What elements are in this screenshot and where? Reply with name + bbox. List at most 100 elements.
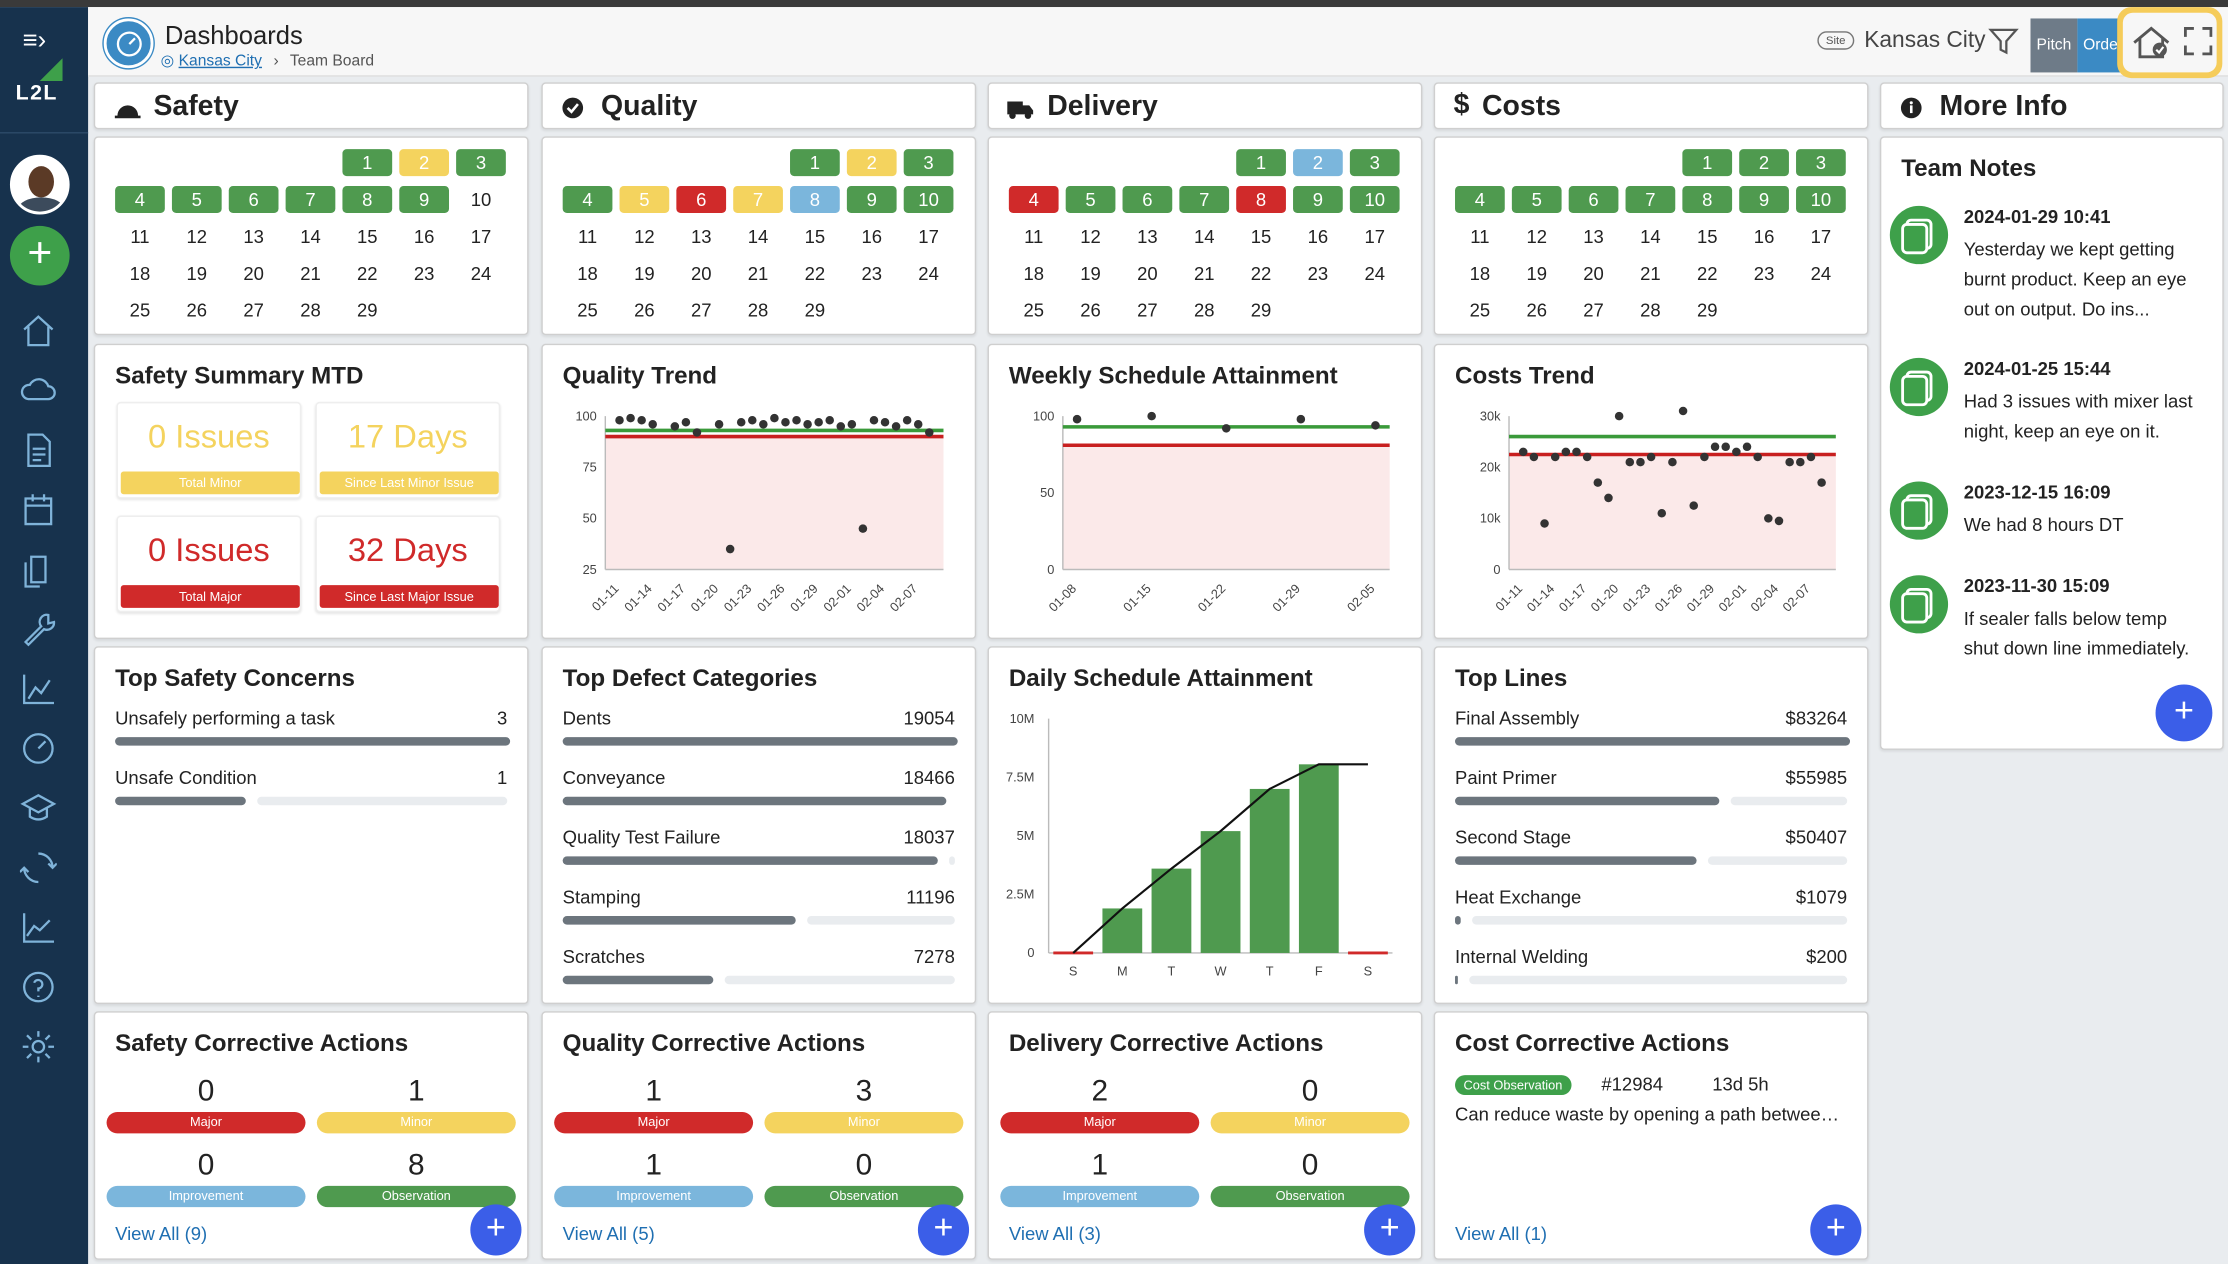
- calendar-day[interactable]: 13: [690, 225, 712, 248]
- calendar-day[interactable]: 28: [1193, 299, 1215, 321]
- calendar-day[interactable]: 26: [634, 299, 655, 321]
- calendar-day[interactable]: 20: [1583, 262, 1604, 285]
- view-all-link[interactable]: View All (9): [115, 1222, 208, 1245]
- calendar-day[interactable]: 27: [690, 299, 712, 321]
- create-button[interactable]: +: [9, 225, 70, 286]
- calendar-day[interactable]: 3: [456, 149, 506, 177]
- list-item[interactable]: Quality Test Failure 18037: [562, 827, 955, 870]
- calendar-day[interactable]: 1: [1236, 149, 1286, 177]
- list-item[interactable]: Scratches 7278: [562, 946, 955, 989]
- calendar-day[interactable]: 16: [413, 225, 435, 248]
- category-header-quality[interactable]: Quality: [541, 82, 977, 130]
- calendar-day[interactable]: 19: [1526, 262, 1548, 285]
- calendar-day[interactable]: 3: [1349, 149, 1400, 177]
- calendar-day[interactable]: 26: [1080, 299, 1101, 321]
- calendar-day[interactable]: 20: [243, 262, 264, 285]
- home-button[interactable]: [2117, 7, 2223, 79]
- add-note-button[interactable]: +: [2155, 684, 2213, 742]
- calendar-day[interactable]: 2: [1739, 149, 1789, 177]
- calendar-day[interactable]: 25: [1469, 299, 1491, 321]
- calendar-day[interactable]: 23: [413, 262, 435, 285]
- list-item[interactable]: Heat Exchange $1079: [1455, 886, 1848, 929]
- calendar-day[interactable]: 10: [470, 188, 492, 211]
- calendar-day[interactable]: 7: [1625, 186, 1676, 214]
- calendar-day[interactable]: 9: [1293, 186, 1343, 214]
- calendar-day[interactable]: 11: [130, 225, 150, 248]
- calendar-day[interactable]: 1: [790, 149, 840, 177]
- minor-label[interactable]: Minor: [1210, 1112, 1410, 1134]
- improvement-count[interactable]: 1: [645, 1148, 662, 1182]
- calendar-day[interactable]: 11: [1024, 225, 1044, 248]
- calendar-day[interactable]: 7: [285, 186, 336, 214]
- note-item[interactable]: 2023-11-30 15:09 If sealer falls below te…: [1884, 575, 2211, 689]
- gauge-icon[interactable]: [20, 730, 60, 770]
- action-description[interactable]: Can reduce waste by opening a path betwe…: [1455, 1103, 1840, 1125]
- calendar-day[interactable]: 2: [399, 149, 450, 177]
- calendar-day[interactable]: 20: [690, 262, 712, 285]
- calendar-day[interactable]: 16: [861, 225, 883, 248]
- app-logo[interactable]: ≡› L2L: [11, 27, 76, 112]
- list-item[interactable]: Stamping 11196: [562, 886, 955, 929]
- calendar-day[interactable]: 27: [1583, 299, 1604, 321]
- calendar-day[interactable]: 28: [1640, 299, 1661, 321]
- calendar-day[interactable]: 17: [918, 225, 939, 248]
- calendar-day[interactable]: 5: [1511, 186, 1562, 214]
- calendar-day[interactable]: 11: [1470, 225, 1490, 248]
- calendar-day[interactable]: 6: [1568, 186, 1619, 214]
- calendar-day[interactable]: 29: [804, 299, 826, 321]
- list-item[interactable]: Second Stage $50407: [1455, 827, 1848, 870]
- major-count[interactable]: 2: [1091, 1075, 1109, 1108]
- calendar-day[interactable]: 3: [903, 149, 954, 177]
- minor-label[interactable]: Minor: [316, 1112, 516, 1134]
- view-all-link[interactable]: View All (5): [562, 1222, 655, 1245]
- filter-icon[interactable]: [1988, 26, 2019, 57]
- calendar-day[interactable]: 3: [1796, 149, 1846, 177]
- line-chart-icon[interactable]: [20, 909, 60, 949]
- category-header-costs[interactable]: $ Costs: [1433, 82, 1869, 130]
- calendar-day[interactable]: 26: [186, 299, 208, 321]
- calendar-day[interactable]: 12: [634, 225, 655, 248]
- view-all-link[interactable]: View All (3): [1008, 1222, 1101, 1245]
- home-icon[interactable]: [20, 312, 60, 352]
- category-header-safety[interactable]: Safety: [93, 82, 529, 130]
- clipboard-icon[interactable]: [20, 551, 60, 591]
- calendar-day[interactable]: 7: [733, 186, 783, 214]
- calendar-day[interactable]: 28: [747, 299, 769, 321]
- calendar-day[interactable]: 5: [619, 186, 670, 214]
- calendar-day[interactable]: 15: [1250, 225, 1272, 248]
- avatar[interactable]: [9, 154, 70, 215]
- improvement-label[interactable]: Improvement: [1000, 1185, 1200, 1208]
- calendar-day[interactable]: 4: [115, 186, 165, 214]
- calendar-day[interactable]: 19: [634, 262, 655, 285]
- calendar-day[interactable]: 27: [1137, 299, 1158, 321]
- note-item[interactable]: 2023-12-15 16:09 We had 8 hours DT: [1884, 481, 2211, 595]
- calendar-day[interactable]: 18: [129, 262, 151, 285]
- calendar-day[interactable]: 10: [1349, 186, 1400, 214]
- improvement-label[interactable]: Improvement: [554, 1185, 754, 1208]
- improvement-count[interactable]: 0: [197, 1148, 215, 1182]
- observation-count[interactable]: 8: [408, 1148, 425, 1182]
- calendar-day[interactable]: 17: [1364, 225, 1386, 248]
- calendar-day[interactable]: 20: [1137, 262, 1158, 285]
- list-item[interactable]: Final Assembly $83264: [1455, 707, 1851, 750]
- calendar-day[interactable]: 15: [357, 225, 378, 248]
- major-label[interactable]: Major: [106, 1112, 306, 1134]
- list-item[interactable]: Paint Primer $55985: [1455, 767, 1848, 810]
- calendar-day[interactable]: 19: [1080, 262, 1101, 285]
- calendar-day[interactable]: 22: [804, 262, 826, 285]
- calendar-day[interactable]: 24: [470, 262, 492, 285]
- minor-label[interactable]: Minor: [764, 1112, 964, 1134]
- calendar-day[interactable]: 21: [300, 262, 321, 285]
- calendar-day[interactable]: 11: [577, 225, 598, 248]
- calendar-day[interactable]: 29: [1696, 299, 1718, 321]
- observation-count[interactable]: 0: [855, 1148, 873, 1182]
- chart-icon[interactable]: [20, 670, 60, 710]
- calendar-day[interactable]: 24: [1810, 262, 1832, 285]
- major-count[interactable]: 0: [197, 1075, 215, 1108]
- calendar-day[interactable]: 10: [1796, 186, 1846, 214]
- calendar-day[interactable]: 21: [1640, 262, 1661, 285]
- cycle-icon[interactable]: [19, 849, 60, 889]
- calendar-day[interactable]: 24: [918, 262, 939, 285]
- calendar-icon[interactable]: [20, 491, 60, 531]
- minor-count[interactable]: 3: [855, 1075, 873, 1108]
